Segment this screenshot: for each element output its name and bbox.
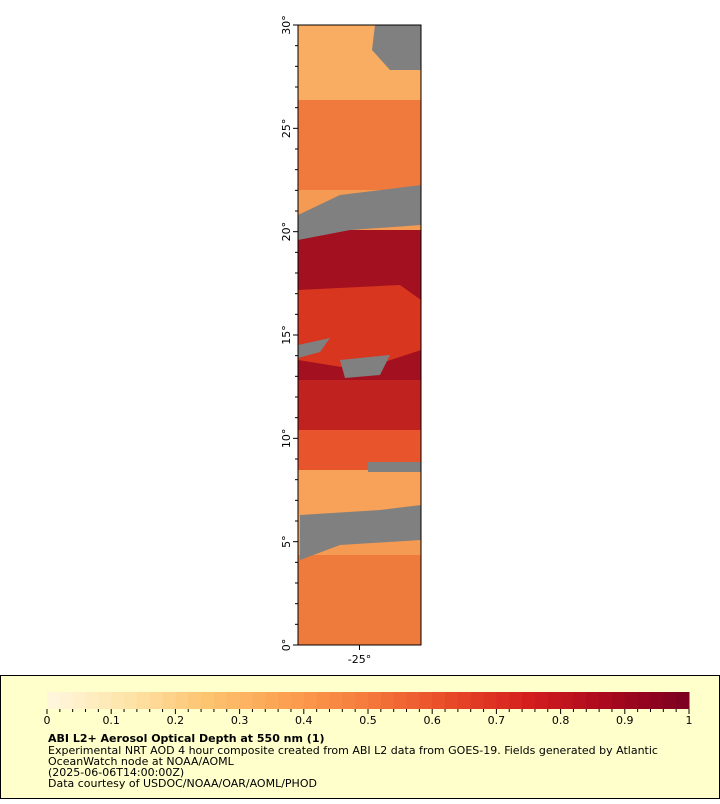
legend-text: Experimental NRT AOD 4 hour composite cr… [48,744,658,757]
y-tick-label: 25° [280,119,293,139]
colorbar-step [59,692,74,709]
colorbar-step [599,692,613,709]
colorbar-step [445,692,459,709]
colorbar-step [342,692,356,709]
colorbar-step [303,692,318,709]
y-tick-label: 20° [280,222,293,242]
legend-text: OceanWatch node at NOAA/AOML [48,755,235,768]
colorbar-step [380,692,395,709]
colorbar-step [290,692,305,709]
colorbar-step [278,692,292,709]
colorbar-tick-label: 0.2 [167,714,185,727]
colorbar-tick-label: 0 [44,714,51,727]
colorbar-step [329,692,343,709]
colorbar-step [432,692,446,709]
legend-text: (2025-06-06T14:00:00Z) [48,766,184,779]
y-tick-label: 0° [280,639,293,652]
legend-text: Data courtesy of USDOC/NOAA/OAR/AOML/PHO… [48,777,317,790]
colorbar-tick-label: 0.9 [616,714,634,727]
missing-data [298,185,421,240]
missing-data [372,25,421,70]
colorbar-step [355,692,369,709]
colorbar-tick-label: 1 [686,714,693,727]
missing-data [298,338,330,358]
y-tick-label: 30° [280,15,293,35]
colorbar-step [496,692,510,709]
colorbar-step [47,692,61,709]
colorbar-step [534,692,549,709]
missing-data [340,355,390,378]
colorbar-tick-label: 0.1 [102,714,120,727]
colorbar-step [470,692,485,709]
colorbar-step [522,692,536,709]
missing-data [300,505,421,560]
colorbar-step [368,692,382,709]
aod-region [298,555,421,645]
colorbar-step [676,692,690,709]
colorbar-step [85,692,99,709]
colorbar-step [483,692,497,709]
colorbar-step [457,692,472,709]
missing-data [368,462,421,472]
aod-region [298,100,421,190]
colorbar-step [650,692,664,709]
colorbar-step [547,692,562,709]
colorbar-step [226,692,241,709]
colorbar-step [611,692,626,709]
colorbar-step [175,692,189,709]
colorbar-step [213,692,228,709]
y-tick-label: 5° [280,535,293,548]
colorbar-step [72,692,87,709]
y-tick-label: 15° [280,325,293,345]
colorbar-step [239,692,253,709]
colorbar-step [201,692,215,709]
colorbar-tick-label: 0.7 [488,714,506,727]
colorbar-step [637,692,651,709]
colorbar-tick-label: 0.8 [552,714,570,727]
colorbar-step [162,692,176,709]
colorbar-tick-label: 0.3 [231,714,249,727]
colorbar-step [586,692,600,709]
colorbar-step [624,692,639,709]
legend-title: ABI L2+ Aerosol Optical Depth at 550 nm … [48,732,325,745]
map-raster [297,24,422,646]
colorbar-step [573,692,587,709]
colorbar-tick-label: 0.6 [423,714,441,727]
colorbar-step [98,692,112,709]
aod-region [298,285,421,370]
colorbar-step [419,692,433,709]
colorbar-step [560,692,574,709]
colorbar-step [149,692,164,709]
colorbar-tick-label: 0.4 [295,714,313,727]
colorbar-step [252,692,266,709]
y-tick-label: 10° [280,429,293,449]
colorbar-step [124,692,138,709]
colorbar-step [111,692,125,709]
colorbar-step [265,692,279,709]
colorbar-step [316,692,330,709]
colorbar-step [136,692,151,709]
colorbar-step [663,692,677,709]
colorbar-step [406,692,420,709]
colorbar-tick-label: 0.5 [359,714,377,727]
colorbar-step [393,692,408,709]
colorbar-step [188,692,202,709]
colorbar-step [509,692,523,709]
x-tick-label: -25° [348,653,371,666]
